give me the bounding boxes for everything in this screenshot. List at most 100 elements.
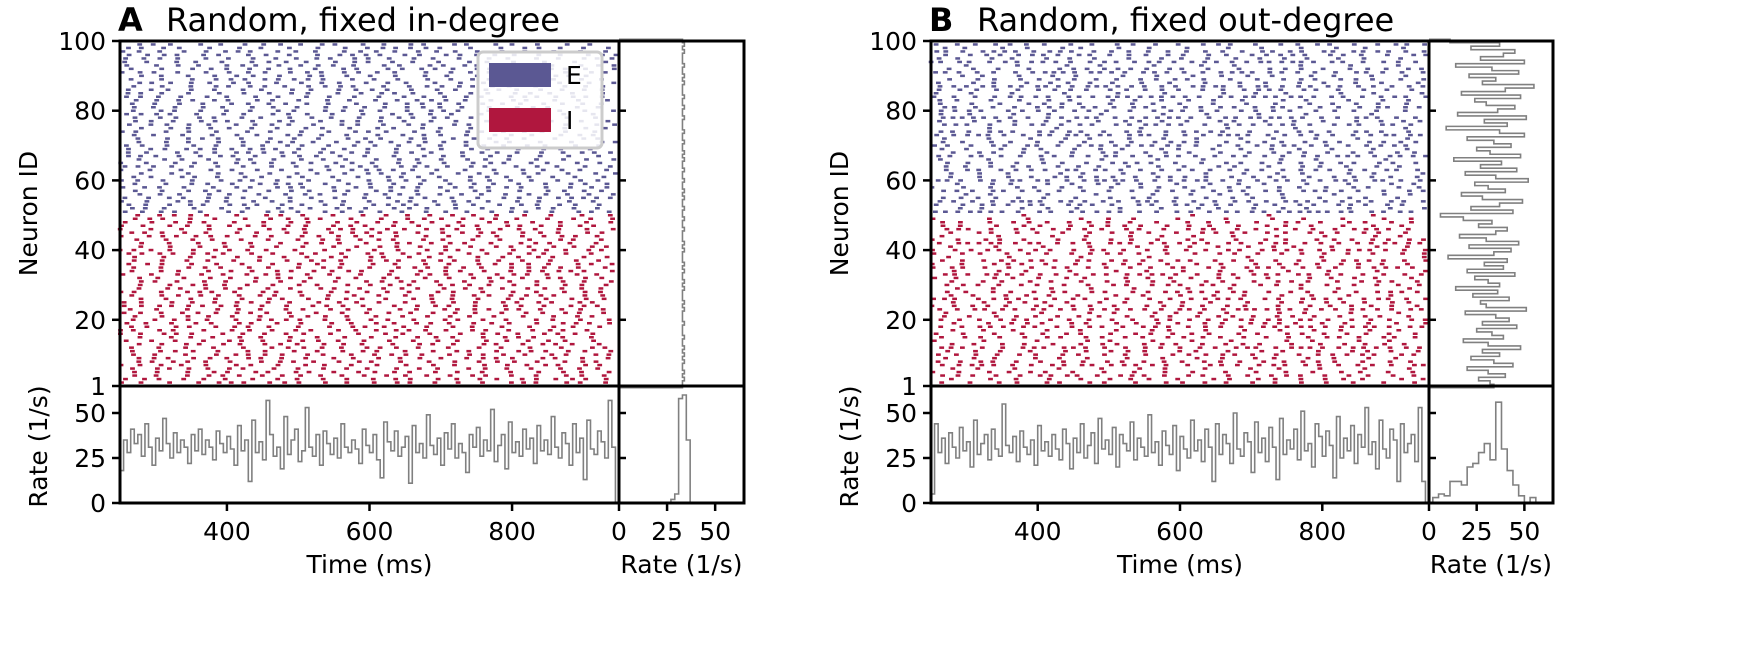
- time-xtick-label: 600: [346, 517, 394, 546]
- spike-I: [1250, 315, 1256, 318]
- spike-E: [1184, 46, 1190, 50]
- spike-E: [1280, 99, 1286, 102]
- spike-E: [1342, 179, 1348, 182]
- spike-I: [307, 276, 313, 280]
- spike-E: [534, 165, 540, 168]
- spike-I: [186, 266, 192, 269]
- spike-I: [400, 252, 406, 255]
- spike-I: [1194, 273, 1200, 276]
- spike-E: [1297, 210, 1303, 213]
- spike-E: [382, 193, 388, 196]
- spike-E: [1143, 116, 1149, 119]
- spike-I: [999, 259, 1004, 262]
- spike-E: [1361, 57, 1367, 60]
- spike-I: [330, 214, 336, 217]
- spike-I: [965, 273, 971, 276]
- rate-xtick-label: 0: [611, 517, 627, 546]
- spike-E: [557, 203, 562, 206]
- spike-I: [208, 234, 214, 238]
- spike-I: [1218, 336, 1223, 339]
- spike-I: [264, 311, 270, 315]
- spike-I: [519, 377, 525, 381]
- spike-I: [325, 294, 331, 297]
- spike-I: [189, 332, 195, 335]
- spike-I: [1123, 346, 1128, 349]
- spike-I: [222, 377, 228, 381]
- spike-E: [1159, 95, 1164, 98]
- spike-E: [314, 154, 319, 158]
- spike-I: [1178, 294, 1183, 297]
- spike-E: [240, 140, 246, 144]
- spike-I: [1390, 374, 1396, 377]
- spike-E: [977, 210, 983, 213]
- spike-I: [1311, 329, 1317, 332]
- spike-E: [1354, 116, 1360, 119]
- spike-E: [395, 200, 400, 203]
- spike-I: [305, 221, 311, 224]
- spike-E: [225, 119, 230, 123]
- spike-I: [270, 252, 276, 255]
- spike-E: [295, 210, 301, 213]
- spike-E: [1239, 71, 1245, 74]
- spike-I: [1087, 245, 1093, 248]
- spike-E: [457, 85, 462, 88]
- spike-I: [1185, 325, 1191, 328]
- spike-E: [503, 193, 508, 196]
- spike-E: [1032, 186, 1037, 189]
- spike-I: [1113, 294, 1119, 297]
- spike-E: [130, 109, 136, 112]
- spike-E: [991, 144, 996, 147]
- spike-E: [347, 126, 353, 130]
- spike-E: [1086, 109, 1092, 112]
- spike-I: [1262, 297, 1268, 301]
- spike-E: [444, 116, 450, 119]
- spike-I: [1109, 318, 1115, 321]
- spike-E: [1013, 71, 1018, 74]
- spike-E: [275, 95, 281, 98]
- spike-I: [1305, 290, 1311, 294]
- spike-I: [1161, 304, 1167, 308]
- spike-E: [1203, 172, 1209, 175]
- spike-E: [516, 182, 522, 186]
- spike-I: [190, 238, 196, 241]
- spike-I: [138, 381, 144, 384]
- spike-I: [397, 308, 403, 311]
- spike-I: [470, 374, 475, 377]
- spike-I: [1152, 311, 1158, 315]
- spike-I: [1417, 346, 1422, 349]
- spike-E: [1005, 203, 1011, 206]
- spike-E: [1346, 172, 1352, 175]
- spike-I: [1401, 248, 1407, 252]
- spike-I: [121, 304, 127, 308]
- spike-E: [397, 193, 403, 196]
- spike-E: [1403, 144, 1409, 147]
- spike-E: [257, 182, 263, 186]
- spike-I: [1338, 262, 1344, 266]
- spike-E: [957, 60, 962, 64]
- spike-E: [189, 182, 195, 186]
- spike-I: [419, 353, 425, 356]
- spike-I: [259, 374, 265, 377]
- spike-I: [1412, 381, 1417, 384]
- spike-E: [482, 165, 488, 168]
- spike-E: [1214, 60, 1219, 64]
- spike-I: [1102, 308, 1107, 311]
- spike-E: [1193, 144, 1199, 147]
- spike-I: [470, 238, 476, 241]
- spike-E: [1304, 207, 1309, 210]
- spike-E: [276, 64, 282, 67]
- spike-E: [1014, 60, 1020, 64]
- spike-E: [194, 112, 199, 116]
- spike-E: [366, 179, 372, 182]
- spike-E: [1379, 130, 1384, 133]
- spike-I: [158, 363, 164, 367]
- spike-I: [321, 259, 327, 262]
- spike-I: [562, 290, 567, 294]
- spike-E: [1231, 119, 1237, 123]
- spike-E: [251, 200, 256, 203]
- spike-E: [1238, 109, 1244, 112]
- spike-I: [962, 336, 968, 339]
- spike-I: [244, 283, 250, 287]
- spike-I: [1163, 290, 1168, 294]
- spike-I: [541, 304, 547, 308]
